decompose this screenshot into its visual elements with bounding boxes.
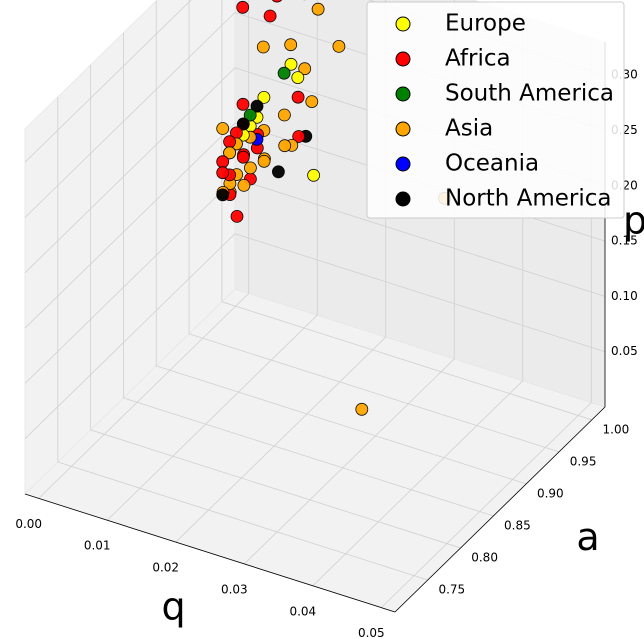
point-asia bbox=[305, 95, 319, 108]
point-africa bbox=[223, 135, 237, 149]
grid-line-y bbox=[221, 301, 592, 421]
legend-marker-europe bbox=[395, 16, 411, 32]
grid-line-z bbox=[234, 233, 606, 353]
grid-line-z bbox=[24, 122, 236, 329]
point-africa bbox=[271, 0, 283, 3]
point-europe bbox=[307, 168, 321, 182]
point-africa bbox=[236, 97, 250, 111]
legend-box bbox=[366, 1, 625, 219]
y-tick-label: 0.95 bbox=[570, 454, 597, 468]
point-north-america bbox=[236, 117, 250, 131]
grid-line-z bbox=[24, 12, 236, 218]
point-asia bbox=[256, 40, 270, 54]
legend-marker-oceania bbox=[395, 156, 411, 172]
legend-label-africa: Africa bbox=[445, 46, 511, 72]
grid-line-y bbox=[57, 461, 428, 581]
legend: Europe Africa South America Asia Oceania Nort… bbox=[366, 1, 625, 219]
x-axis-label: q bbox=[161, 585, 185, 629]
x-tick-label: 0.03 bbox=[221, 582, 248, 596]
point-africa bbox=[263, 9, 277, 23]
grid-line-y bbox=[90, 429, 461, 549]
legend-label-europe: Europe bbox=[445, 11, 526, 37]
point-asia bbox=[311, 2, 325, 16]
legend-marker-africa bbox=[395, 51, 411, 67]
grid-line-y bbox=[188, 333, 560, 453]
point-asia bbox=[298, 62, 312, 76]
y-tick-label: 0.75 bbox=[438, 583, 465, 597]
y-axis-line bbox=[394, 406, 606, 613]
x-tick-label: 0.05 bbox=[358, 626, 385, 638]
x-axis-line bbox=[24, 493, 396, 613]
legend-label-asia: Asia bbox=[445, 116, 493, 142]
z-tick-label: 0.15 bbox=[611, 234, 638, 248]
point-europe bbox=[284, 57, 298, 71]
point-asia bbox=[243, 161, 257, 175]
point-asia bbox=[278, 139, 292, 153]
point-north-america bbox=[271, 165, 285, 179]
legend-label-north-america: North America bbox=[445, 186, 612, 212]
grid-line-y bbox=[123, 397, 494, 517]
grid-line-x bbox=[175, 336, 387, 543]
left-wall-pane bbox=[24, 0, 236, 495]
point-africa bbox=[236, 150, 250, 164]
grid-line-z bbox=[24, 178, 236, 384]
y-tick-label: 0.80 bbox=[471, 550, 498, 564]
point-asia bbox=[332, 40, 346, 53]
y-tick-label: 0.90 bbox=[537, 486, 564, 500]
grid-line-x bbox=[38, 293, 249, 499]
grid-line-z bbox=[24, 0, 192, 163]
y-axis-label: a bbox=[576, 515, 599, 559]
z-axis-label: p bbox=[623, 199, 644, 243]
y-tick-label: 0.85 bbox=[504, 518, 531, 532]
legend-label-south-america: South America bbox=[445, 81, 614, 107]
grid-line-x bbox=[312, 380, 524, 587]
y-tick-label: 1.00 bbox=[603, 422, 630, 436]
z-tick-label: 0.05 bbox=[611, 344, 638, 358]
legend-marker-north-america bbox=[395, 191, 411, 207]
grid-line-x bbox=[381, 402, 592, 608]
point-asia bbox=[355, 402, 369, 416]
grid-line-x bbox=[106, 314, 318, 521]
point-asia bbox=[277, 108, 291, 122]
x-tick-label: 0.01 bbox=[84, 539, 111, 553]
grid-line-y bbox=[156, 365, 527, 485]
axis-labels: q a p bbox=[161, 199, 644, 629]
grid-line-z bbox=[24, 233, 236, 439]
point-europe bbox=[257, 91, 271, 104]
point-north-america bbox=[250, 99, 264, 113]
point-asia bbox=[216, 122, 230, 135]
grid-line-z bbox=[24, 67, 236, 274]
point-north-america bbox=[216, 188, 230, 202]
x-tick-label: 0.02 bbox=[152, 561, 179, 575]
point-asia bbox=[284, 38, 298, 52]
z-tick-label: 0.10 bbox=[611, 289, 638, 303]
point-europe bbox=[291, 71, 305, 84]
point-south-america bbox=[243, 108, 257, 122]
legend-marker-south-america bbox=[395, 86, 411, 102]
point-africa bbox=[216, 155, 230, 169]
legend-marker-asia bbox=[395, 121, 411, 137]
grid-line-x bbox=[243, 358, 455, 565]
point-africa bbox=[236, 0, 250, 14]
legend-label-oceania: Oceania bbox=[445, 151, 539, 177]
point-africa bbox=[216, 166, 230, 180]
x-tick-label: 0.04 bbox=[289, 604, 316, 618]
grid-line-z bbox=[234, 178, 606, 297]
point-africa bbox=[230, 209, 244, 223]
point-africa bbox=[291, 90, 305, 104]
point-asia bbox=[257, 154, 271, 168]
point-asia bbox=[237, 178, 251, 192]
point-africa bbox=[292, 130, 306, 143]
x-tick-label: 0.00 bbox=[15, 517, 42, 531]
point-south-america bbox=[277, 66, 291, 80]
point-asia bbox=[223, 146, 237, 160]
